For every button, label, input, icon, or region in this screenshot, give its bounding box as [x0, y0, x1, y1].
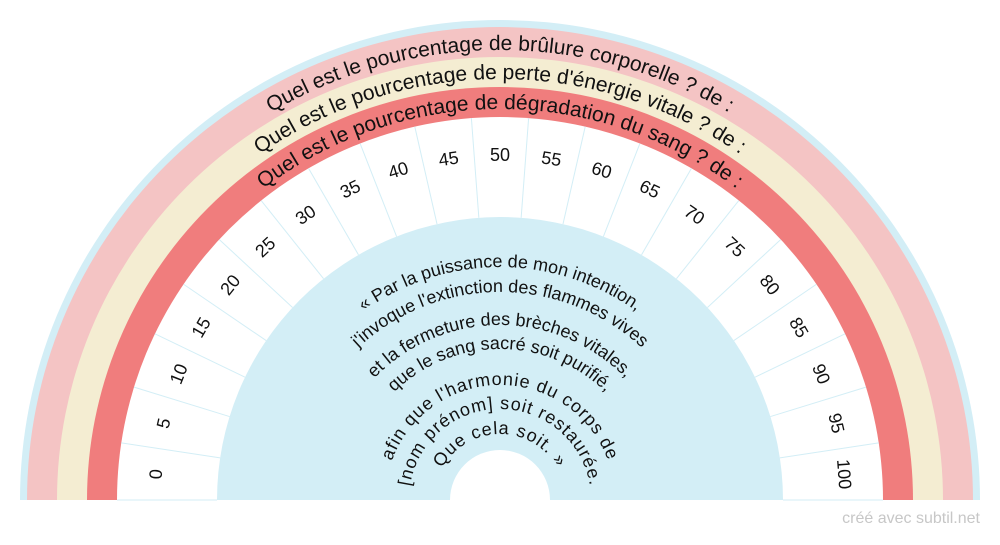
sector-divider [308, 168, 359, 256]
incantation-center: « Par la puissance de mon intention,j'in… [217, 217, 783, 500]
sector-divider [133, 386, 230, 418]
sector-divider [770, 386, 867, 418]
sector-divider [779, 442, 879, 459]
scale-label: 50 [490, 145, 510, 165]
sector-divider [260, 200, 324, 280]
sector-divider [359, 143, 398, 237]
scale-label: 0 [146, 468, 167, 479]
center-hole [450, 450, 550, 500]
sector-divider [470, 118, 480, 218]
scale-label: 5 [153, 416, 175, 430]
scale-label: 100 [833, 458, 855, 489]
sector-divider [641, 168, 692, 256]
sector-divider [121, 442, 221, 459]
sector-divider [707, 239, 782, 308]
sector-divider [754, 333, 846, 378]
scale-label: 45 [437, 147, 460, 170]
scale-label: 95 [824, 411, 848, 435]
sector-divider [218, 239, 293, 308]
sector-divider [414, 126, 438, 225]
scale-label: 55 [540, 147, 563, 170]
scale-sectors [117, 118, 883, 501]
sector-divider [676, 200, 740, 280]
sector-divider [733, 283, 817, 341]
sector-divider [520, 118, 530, 218]
sector-divider [183, 283, 267, 341]
center-disc [217, 217, 783, 500]
footer-credit: créé avec subtil.net [842, 510, 980, 527]
sector-divider [562, 126, 586, 225]
sector-divider [154, 333, 246, 378]
sector-divider [602, 143, 641, 237]
